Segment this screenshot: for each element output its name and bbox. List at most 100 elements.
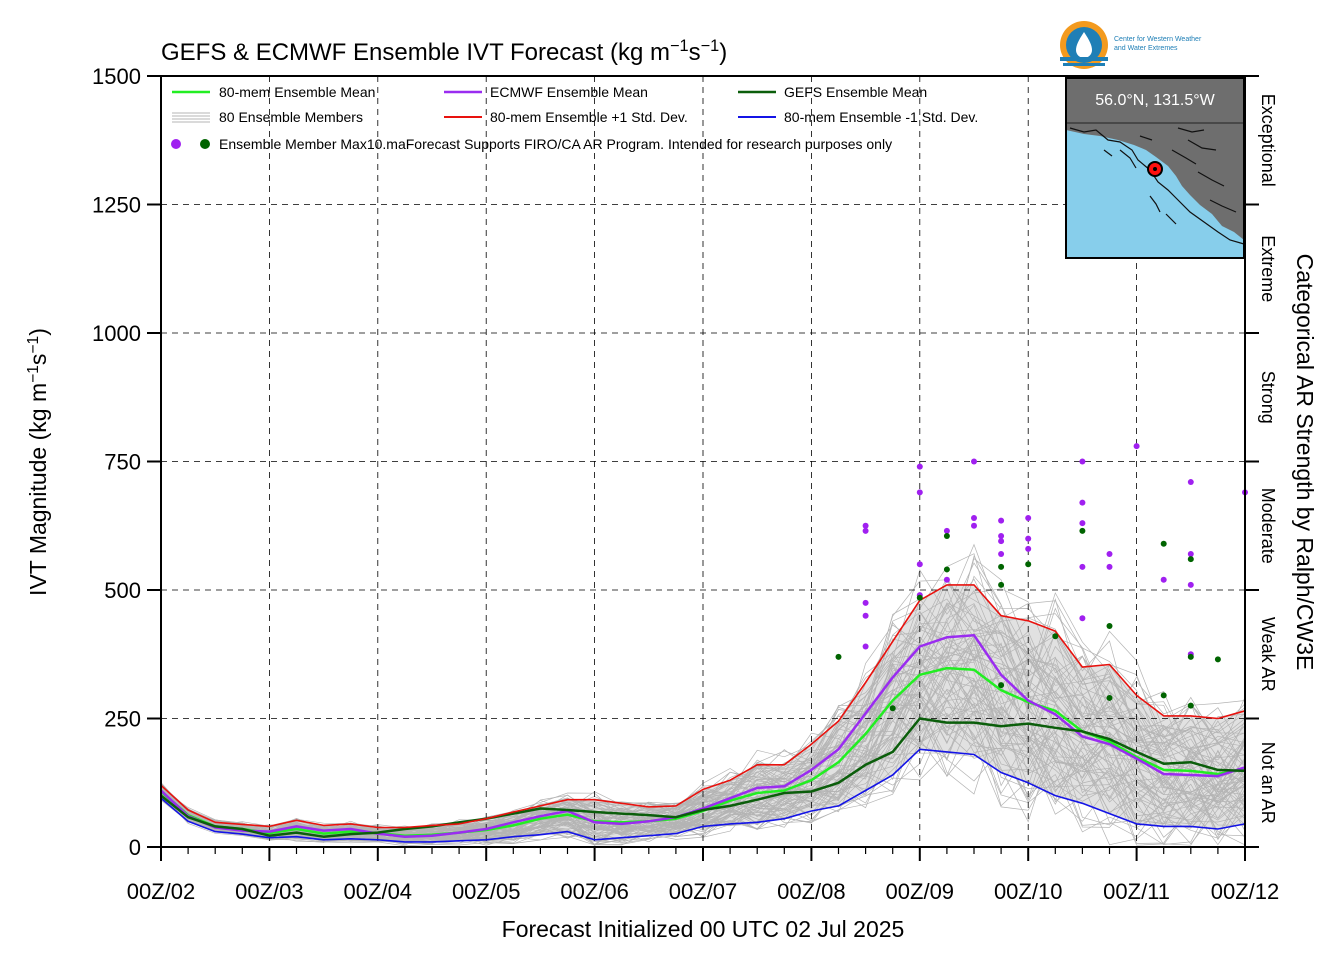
gefs-max-point bbox=[998, 581, 1005, 588]
category-label: Not an AR bbox=[1258, 742, 1278, 824]
series-gefs-mean bbox=[160, 717, 1246, 838]
ecmwf-max-point bbox=[998, 538, 1005, 545]
gefs-max-point bbox=[943, 566, 950, 573]
ecmwf-max-point bbox=[998, 551, 1005, 558]
gefs-max-point bbox=[998, 563, 1005, 570]
ecmwf-max-point bbox=[1025, 535, 1032, 542]
legend-swatch-members bbox=[172, 112, 210, 123]
gefs-max-point bbox=[1079, 527, 1086, 534]
x-tick-label: 00Z/03 bbox=[235, 879, 304, 904]
ecmwf-max-point bbox=[1079, 615, 1086, 622]
category-label: Exceptional bbox=[1258, 94, 1278, 187]
legend-ecmwf-mean: ECMWF Ensemble Mean bbox=[490, 84, 648, 100]
legend-max-note: Ensemble Member Max10.maForecast Support… bbox=[219, 136, 892, 152]
x-tick-label: 00Z/07 bbox=[669, 879, 738, 904]
cw3e-logo: Center for Western Weather and Water Ext… bbox=[1060, 21, 1202, 69]
category-label: Strong bbox=[1258, 371, 1278, 424]
ecmwf-max-point bbox=[862, 527, 869, 534]
ensemble-member-line bbox=[160, 688, 1246, 841]
axes-layer: 0 250 500 750 1000 1250 1500 00Z/02 00Z/03 00Z/04… bbox=[92, 64, 1279, 904]
ecmwf-max-point bbox=[862, 599, 869, 606]
legend-minus-sd: 80-mem Ensemble -1 Std. Dev. bbox=[784, 109, 978, 125]
ecmwf-max-point bbox=[916, 463, 923, 470]
ecmwf-max-point bbox=[916, 489, 923, 496]
ensemble-member-line bbox=[160, 671, 1246, 845]
legend: 80-mem Ensemble Mean ECMWF Ensemble Mean… bbox=[171, 84, 978, 152]
ecmwf-max-point bbox=[1025, 545, 1032, 552]
ecmwf-max-point bbox=[1133, 443, 1140, 450]
ecmwf-max-point bbox=[1160, 576, 1167, 583]
gefs-max-point bbox=[943, 533, 950, 540]
x-tick-label: 00Z/09 bbox=[886, 879, 955, 904]
inset-location-dot bbox=[1153, 167, 1157, 171]
gefs-max-point bbox=[1160, 540, 1167, 547]
ecmwf-max-point bbox=[971, 522, 977, 529]
y-tick-label: 250 bbox=[104, 707, 141, 732]
gefs-max-point bbox=[998, 682, 1005, 689]
series-minus-sd bbox=[160, 748, 1246, 843]
ecmwf-max-point bbox=[1187, 581, 1194, 588]
ecmwf-max-point bbox=[1106, 551, 1113, 558]
ecmwf-max-point bbox=[1079, 499, 1086, 506]
ecmwf-max-point bbox=[971, 515, 977, 522]
gefs-max-point bbox=[889, 705, 896, 712]
ecmwf-max-point bbox=[1079, 563, 1086, 570]
ecmwf-max-point bbox=[862, 612, 869, 619]
ecmwf-max-point bbox=[1025, 515, 1032, 522]
legend-swatch-ecmwf-max bbox=[171, 139, 181, 149]
grid-layer bbox=[161, 76, 1245, 847]
legend-mean-all: 80-mem Ensemble Mean bbox=[219, 84, 375, 100]
gefs-max-point bbox=[835, 653, 842, 660]
y-axis-label: IVT Magnitude (kg m−1s−1) bbox=[25, 328, 52, 596]
y-tick-label: 0 bbox=[129, 835, 141, 860]
ecmwf-max-point bbox=[1079, 458, 1086, 465]
ecmwf-max-point bbox=[1187, 551, 1194, 558]
gefs-max-point bbox=[1025, 561, 1032, 568]
x-tick-label: 00Z/05 bbox=[452, 879, 521, 904]
legend-plus-sd: 80-mem Ensemble +1 Std. Dev. bbox=[490, 109, 688, 125]
series-plus-sd bbox=[160, 584, 1246, 829]
y-tick-label: 1000 bbox=[92, 321, 141, 346]
logo-wave-1 bbox=[1060, 57, 1108, 61]
inset-location-label: 56.0°N, 131.5°W bbox=[1095, 92, 1215, 109]
ecmwf-max-point bbox=[862, 643, 869, 650]
x-tick-label: 00Z/06 bbox=[560, 879, 629, 904]
x-tick-label: 00Z/10 bbox=[994, 879, 1063, 904]
series-ecmwf-mean bbox=[160, 633, 1246, 838]
inset-locator-map: 56.0°N, 131.5°W bbox=[1065, 77, 1245, 259]
logo-wave-2 bbox=[1063, 63, 1105, 66]
ecmwf-max-point bbox=[862, 522, 869, 529]
gefs-max-point bbox=[1187, 653, 1194, 660]
y-tick-label: 750 bbox=[104, 450, 141, 475]
x-tick-label: 00Z/08 bbox=[777, 879, 846, 904]
legend-max-label: Ensemble Member Max bbox=[219, 136, 367, 152]
category-label: Moderate bbox=[1258, 488, 1278, 564]
chart-title: GEFS & ECMWF Ensemble IVT Forecast (kg m… bbox=[161, 37, 727, 66]
max-points-layer bbox=[835, 443, 1248, 712]
gefs-max-point bbox=[1187, 702, 1194, 709]
ecmwf-max-point bbox=[943, 527, 950, 534]
ecmwf-max-point bbox=[1106, 563, 1113, 570]
ecmwf-max-point bbox=[916, 561, 923, 568]
inset-frame bbox=[1065, 77, 1245, 259]
logo-text-line-2: and Water Extremes bbox=[1114, 45, 1178, 52]
right-axis-label: Categorical AR Strength by Ralph/CW3E bbox=[1292, 254, 1318, 671]
ensemble-member-line bbox=[160, 679, 1246, 844]
x-tick-label: 00Z/11 bbox=[1103, 879, 1170, 904]
y-tick-label: 1500 bbox=[92, 64, 141, 89]
category-label: Extreme bbox=[1258, 235, 1278, 302]
water-drop-icon bbox=[1076, 32, 1092, 58]
ensemble-spread-band bbox=[161, 584, 1245, 842]
inset-land bbox=[1066, 78, 1244, 240]
x-tick-label: 00Z/12 bbox=[1211, 879, 1280, 904]
ecmwf-max-point bbox=[943, 576, 950, 583]
x-axis-label: Forecast Initialized 00 UTC 02 Jul 2025 bbox=[502, 916, 905, 942]
gefs-max-point bbox=[1106, 622, 1113, 629]
category-label: Weak AR bbox=[1258, 617, 1278, 692]
logo-text-line-1: Center for Western Weather bbox=[1114, 36, 1202, 43]
ecmwf-max-point bbox=[998, 533, 1005, 540]
legend-members: 80 Ensemble Members bbox=[219, 109, 363, 125]
x-tick-label: 00Z/04 bbox=[344, 879, 413, 904]
gefs-max-point bbox=[1160, 692, 1167, 699]
